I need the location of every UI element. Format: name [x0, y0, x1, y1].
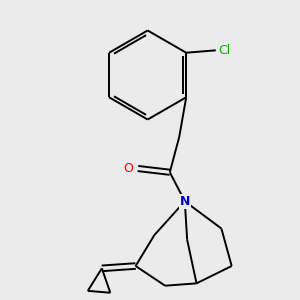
- Text: O: O: [123, 162, 133, 175]
- Text: Cl: Cl: [218, 44, 230, 57]
- Text: N: N: [180, 195, 190, 208]
